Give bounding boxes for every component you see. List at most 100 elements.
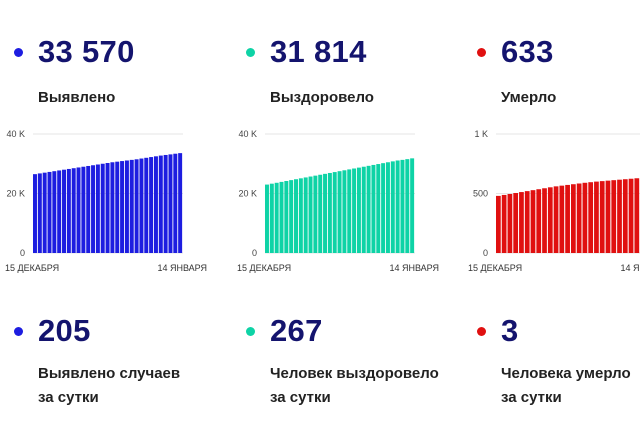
bar <box>100 163 105 253</box>
x-end-label: 14 ЯНВАРЯ <box>620 263 640 273</box>
bar <box>313 175 318 253</box>
bar <box>410 158 415 253</box>
bar <box>37 173 42 253</box>
bar <box>513 193 519 253</box>
bar <box>47 171 52 253</box>
detected-chart: 0 20 K 40 K 15 ДЕКАБРЯ 14 ЯНВАРЯ <box>5 129 207 273</box>
bar <box>153 156 158 253</box>
bar <box>332 172 337 253</box>
y-tick-label: 1 K <box>474 129 488 139</box>
bar <box>356 167 361 253</box>
bar <box>519 192 524 253</box>
bar <box>86 165 91 253</box>
bar <box>274 182 279 253</box>
bar <box>318 174 323 253</box>
bar <box>115 161 120 253</box>
bar <box>284 181 289 253</box>
bar <box>139 158 144 253</box>
bar <box>524 191 530 253</box>
deaths-dot-icon <box>477 48 486 57</box>
bar <box>42 172 47 253</box>
bar <box>178 153 183 253</box>
x-start-label: 15 ДЕКАБРЯ <box>5 263 59 273</box>
x-start-label: 15 ДЕКАБРЯ <box>237 263 291 273</box>
bar <box>124 160 129 253</box>
bar <box>57 170 62 253</box>
y-tick-label: 40 K <box>238 129 257 139</box>
bar <box>553 186 559 253</box>
bar <box>120 161 125 253</box>
bar <box>496 195 501 253</box>
detected-daily: 205 <box>38 313 91 348</box>
x-end-label: 14 ЯНВАРЯ <box>157 263 207 273</box>
bar <box>129 159 134 253</box>
recovered-daily-label-2: за сутки <box>270 389 331 406</box>
bar <box>52 171 57 253</box>
bar <box>594 181 599 253</box>
bar <box>33 174 37 253</box>
bar <box>81 166 86 253</box>
deaths-daily-label-1: Человека умерло <box>501 365 631 382</box>
detected-daily-label-2: за сутки <box>38 389 99 406</box>
y-tick-label: 20 K <box>238 189 257 199</box>
bar <box>501 194 507 253</box>
deaths-chart: 0 500 1 K 15 ДЕКАБРЯ 14 ЯНВАРЯ <box>468 129 640 273</box>
bar <box>361 166 366 253</box>
recovered-daily: 267 <box>270 313 323 348</box>
stat-card-recovered: 31 814 Выздоровело 0 20 K 40 K 15 ДЕКАБРЯ 14… <box>232 0 439 426</box>
bar <box>265 184 269 253</box>
x-end-label: 14 ЯНВАРЯ <box>389 263 439 273</box>
bar <box>611 180 617 253</box>
bar <box>390 161 395 253</box>
bar <box>576 183 582 253</box>
stat-card-detected: 33 570 Выявлено 0 20 K 40 K 15 ДЕКАБРЯ 14 ЯН… <box>0 0 207 426</box>
deaths-daily-dot-icon <box>477 327 486 336</box>
bar <box>536 189 542 253</box>
bar <box>622 179 628 253</box>
bar <box>308 176 313 253</box>
bar <box>91 165 96 253</box>
recovered-total-label: Выздоровело <box>270 89 374 106</box>
recovered-total: 31 814 <box>270 34 367 69</box>
bar <box>168 154 173 253</box>
bar <box>582 182 588 253</box>
detected-total-label: Выявлено <box>38 89 116 106</box>
bar <box>66 168 71 253</box>
bar <box>95 164 100 253</box>
detected-dot-icon <box>14 48 23 57</box>
y-tick-label: 20 K <box>6 189 25 199</box>
bar <box>366 165 371 253</box>
bar <box>76 167 81 253</box>
bar <box>294 179 298 253</box>
bar <box>298 178 303 253</box>
bar <box>385 162 390 253</box>
recovered-chart: 0 20 K 40 K 15 ДЕКАБРЯ 14 ЯНВАРЯ <box>237 129 439 273</box>
bar <box>323 173 328 253</box>
bar <box>149 157 154 253</box>
detected-daily-label-1: Выявлено случаев <box>38 365 181 382</box>
bar <box>105 163 110 253</box>
recovered-dot-icon <box>246 48 255 57</box>
bar <box>303 177 308 253</box>
bar <box>352 168 357 253</box>
bar <box>405 159 410 253</box>
bar <box>617 179 622 253</box>
y-tick-label: 500 <box>473 189 488 199</box>
bar <box>542 188 547 253</box>
bar <box>634 178 640 253</box>
detected-total: 33 570 <box>38 34 135 69</box>
y-tick-label: 0 <box>20 248 25 258</box>
bar <box>173 153 178 253</box>
bar <box>144 157 149 253</box>
bar <box>347 169 352 253</box>
y-tick-label: 40 K <box>6 129 25 139</box>
bar <box>530 190 536 253</box>
deaths-total: 633 <box>501 34 554 69</box>
recovered-daily-dot-icon <box>246 327 255 336</box>
bar <box>588 182 594 253</box>
bar <box>547 187 553 253</box>
bar <box>376 164 381 253</box>
bar <box>134 159 139 253</box>
bar <box>337 171 342 253</box>
